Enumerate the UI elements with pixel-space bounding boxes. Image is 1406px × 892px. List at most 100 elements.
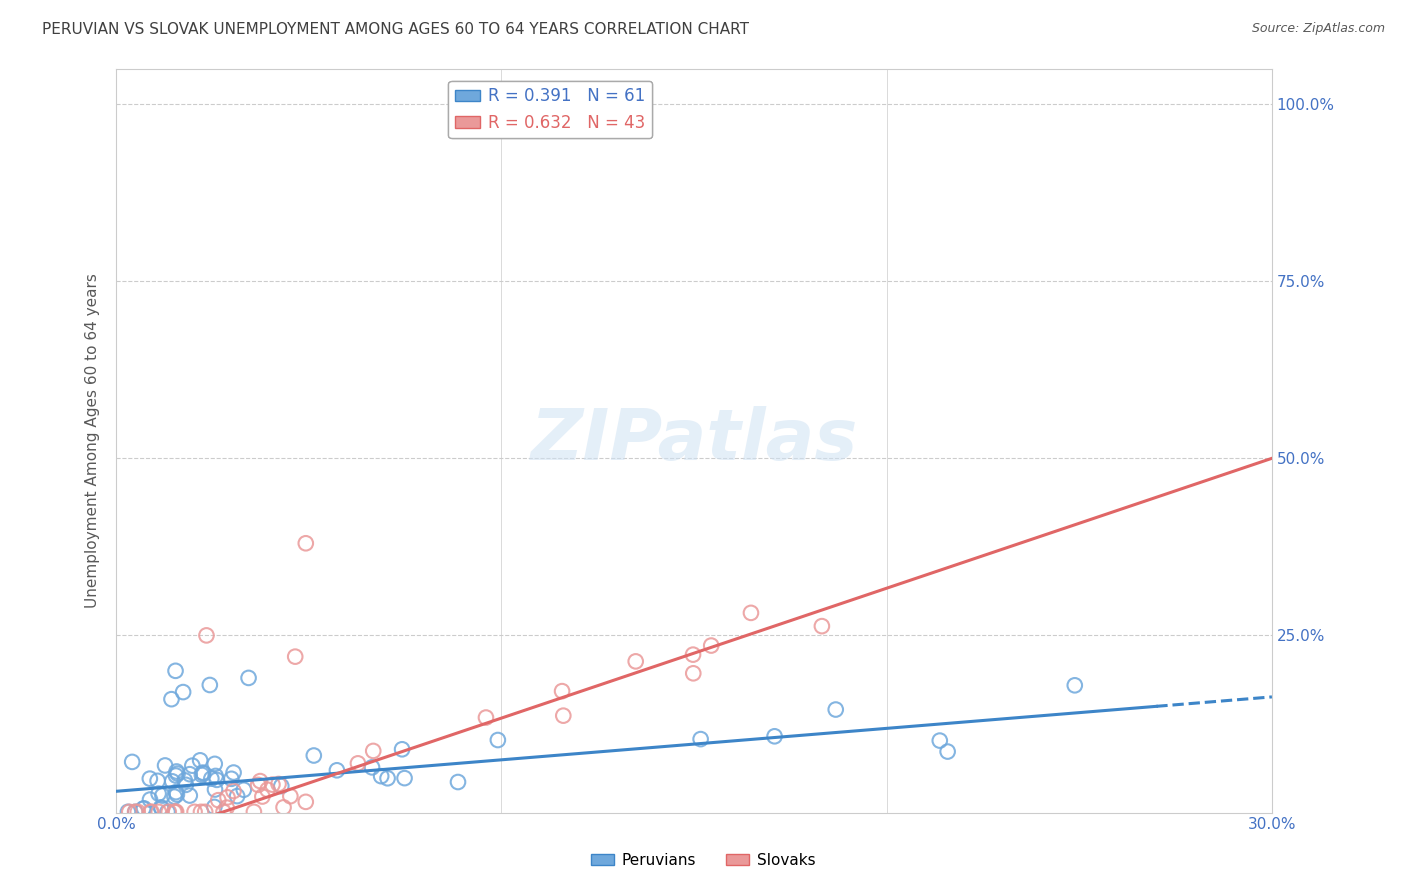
Point bbox=[740, 606, 762, 620]
Point bbox=[183, 805, 205, 819]
Point bbox=[117, 805, 139, 819]
Point bbox=[212, 805, 235, 819]
Point bbox=[141, 805, 163, 819]
Point bbox=[165, 805, 187, 819]
Point bbox=[191, 768, 214, 782]
Point bbox=[205, 772, 228, 787]
Point bbox=[165, 768, 187, 782]
Point bbox=[553, 708, 575, 723]
Point bbox=[270, 779, 292, 793]
Point bbox=[682, 666, 704, 681]
Point bbox=[166, 766, 188, 780]
Point bbox=[139, 772, 162, 786]
Point bbox=[215, 800, 238, 814]
Point bbox=[156, 805, 179, 819]
Point bbox=[132, 801, 155, 815]
Point bbox=[150, 800, 173, 814]
Point bbox=[148, 805, 170, 819]
Point bbox=[150, 801, 173, 815]
Point bbox=[700, 639, 723, 653]
Point bbox=[243, 805, 266, 819]
Point bbox=[204, 782, 226, 797]
Point bbox=[247, 778, 270, 792]
Point bbox=[162, 774, 184, 789]
Point bbox=[179, 767, 201, 781]
Point bbox=[127, 805, 149, 819]
Point bbox=[475, 710, 498, 724]
Point bbox=[121, 755, 143, 769]
Point bbox=[139, 792, 162, 806]
Point bbox=[824, 702, 846, 716]
Point bbox=[153, 758, 176, 772]
Point bbox=[217, 790, 239, 805]
Point bbox=[166, 764, 188, 779]
Point bbox=[193, 766, 215, 780]
Point bbox=[191, 765, 214, 780]
Legend: R = 0.391   N = 61, R = 0.632   N = 43: R = 0.391 N = 61, R = 0.632 N = 43 bbox=[449, 80, 652, 138]
Point bbox=[160, 692, 183, 706]
Point bbox=[624, 654, 647, 668]
Point bbox=[188, 753, 211, 767]
Point bbox=[152, 789, 174, 803]
Text: Source: ZipAtlas.com: Source: ZipAtlas.com bbox=[1251, 22, 1385, 36]
Point bbox=[202, 800, 225, 814]
Point bbox=[139, 805, 162, 819]
Point bbox=[447, 775, 470, 789]
Point bbox=[207, 793, 229, 807]
Point bbox=[370, 769, 392, 783]
Point bbox=[689, 732, 711, 747]
Point bbox=[165, 664, 187, 678]
Point bbox=[124, 805, 146, 819]
Point bbox=[284, 649, 307, 664]
Point bbox=[763, 729, 786, 743]
Point bbox=[148, 787, 170, 801]
Point bbox=[811, 619, 834, 633]
Point bbox=[262, 778, 284, 792]
Point bbox=[194, 805, 217, 819]
Point bbox=[682, 648, 704, 662]
Point bbox=[204, 769, 226, 783]
Point bbox=[249, 774, 271, 789]
Point bbox=[273, 800, 295, 814]
Point bbox=[294, 795, 316, 809]
Point bbox=[166, 788, 188, 802]
Point bbox=[238, 671, 260, 685]
Point bbox=[190, 805, 212, 819]
Point bbox=[221, 772, 243, 786]
Legend: Peruvians, Slovaks: Peruvians, Slovaks bbox=[585, 847, 821, 873]
Point bbox=[347, 756, 370, 771]
Text: PERUVIAN VS SLOVAK UNEMPLOYMENT AMONG AGES 60 TO 64 YEARS CORRELATION CHART: PERUVIAN VS SLOVAK UNEMPLOYMENT AMONG AG… bbox=[42, 22, 749, 37]
Point bbox=[146, 773, 169, 788]
Point bbox=[157, 805, 180, 819]
Point bbox=[172, 685, 194, 699]
Point bbox=[200, 772, 222, 786]
Point bbox=[267, 777, 290, 791]
Point bbox=[222, 765, 245, 780]
Point bbox=[174, 778, 197, 792]
Point bbox=[118, 805, 141, 819]
Point bbox=[391, 742, 413, 756]
Point bbox=[256, 782, 278, 797]
Point bbox=[280, 789, 302, 804]
Y-axis label: Unemployment Among Ages 60 to 64 years: Unemployment Among Ages 60 to 64 years bbox=[86, 273, 100, 608]
Point bbox=[132, 802, 155, 816]
Point bbox=[302, 748, 325, 763]
Point bbox=[165, 805, 187, 819]
Point bbox=[222, 784, 245, 798]
Point bbox=[326, 764, 349, 778]
Point bbox=[226, 789, 249, 803]
Point bbox=[936, 745, 959, 759]
Point bbox=[163, 789, 186, 804]
Point bbox=[173, 773, 195, 788]
Point bbox=[124, 805, 146, 819]
Point bbox=[394, 771, 416, 785]
Point bbox=[165, 785, 187, 799]
Point bbox=[195, 628, 218, 642]
Point bbox=[198, 678, 221, 692]
Point bbox=[232, 782, 254, 797]
Point bbox=[361, 744, 384, 758]
Point bbox=[204, 756, 226, 771]
Point bbox=[928, 733, 950, 747]
Point bbox=[377, 771, 399, 785]
Point bbox=[179, 789, 201, 803]
